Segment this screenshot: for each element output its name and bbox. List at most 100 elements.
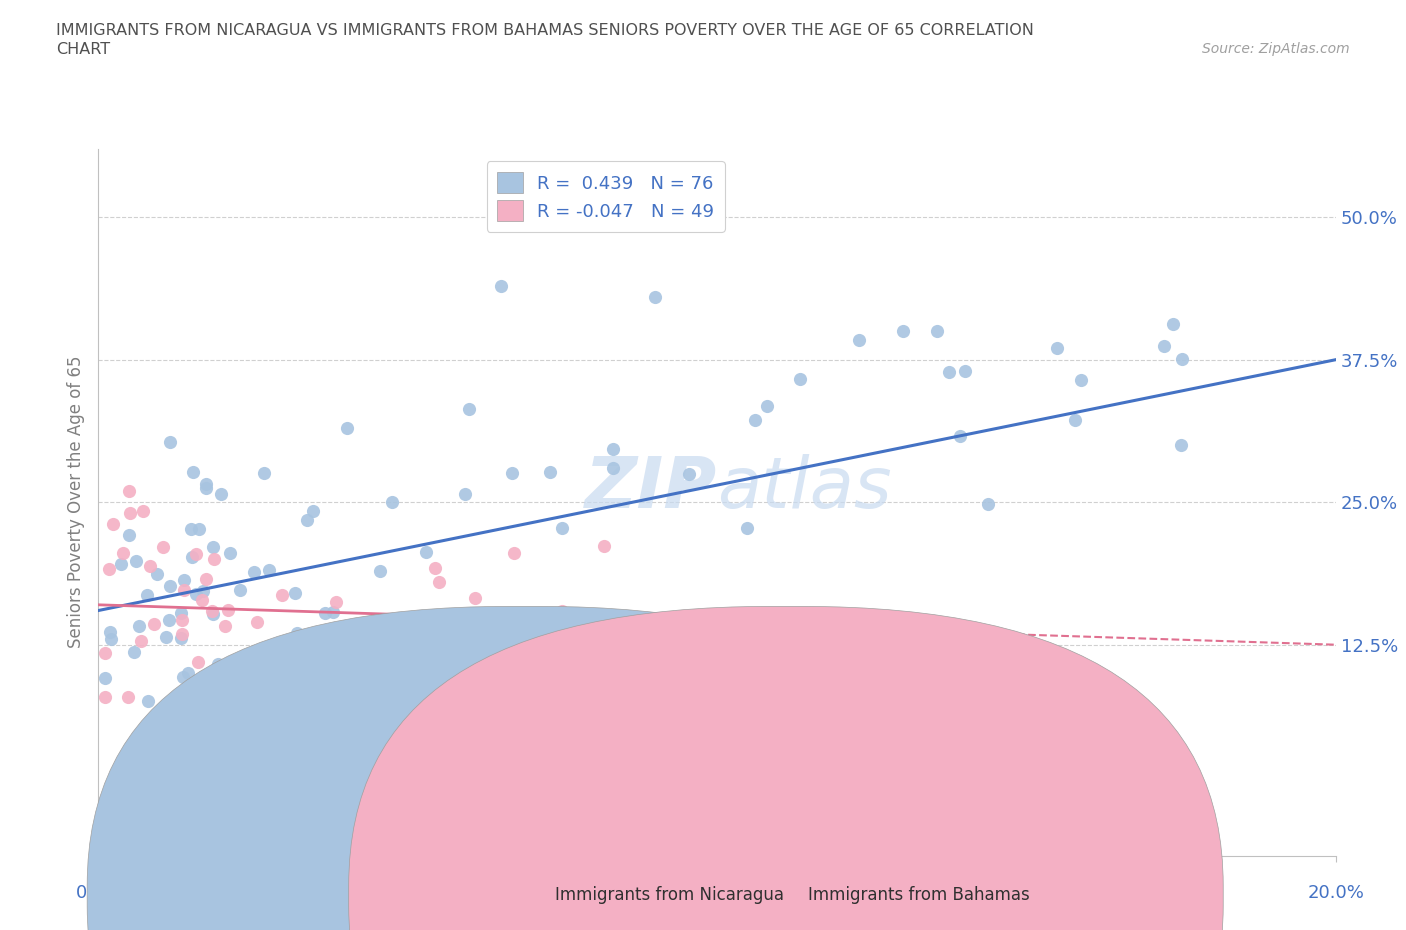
Point — [118, 484, 141, 498]
Text: ZIP: ZIP — [585, 454, 717, 523]
Point — [172, 670, 194, 684]
Point — [172, 613, 194, 628]
Point — [1046, 341, 1069, 356]
Point — [368, 564, 391, 578]
Point — [191, 593, 214, 608]
Point — [259, 563, 281, 578]
Point — [159, 578, 181, 593]
Point — [501, 466, 523, 481]
Point — [1153, 339, 1175, 353]
Point — [789, 371, 811, 386]
Text: Immigrants from Bahamas: Immigrants from Bahamas — [808, 885, 1031, 904]
Point — [755, 399, 778, 414]
Point — [176, 666, 198, 681]
Point — [375, 634, 398, 649]
Point — [201, 606, 224, 621]
Point — [191, 584, 214, 599]
Point — [180, 522, 202, 537]
Point — [207, 657, 229, 671]
Point — [454, 487, 477, 502]
Point — [173, 573, 195, 588]
Point — [1170, 352, 1192, 366]
Point — [458, 402, 481, 417]
Point — [132, 504, 155, 519]
Point — [302, 503, 325, 518]
Point — [502, 546, 524, 561]
Point — [243, 565, 266, 579]
Point — [138, 694, 160, 709]
Point — [184, 587, 207, 602]
Point — [304, 774, 326, 789]
Point — [427, 575, 450, 590]
Point — [602, 442, 624, 457]
Point — [111, 546, 134, 561]
Text: 0.0%: 0.0% — [76, 884, 121, 902]
Point — [97, 561, 120, 576]
Point — [124, 553, 146, 568]
Point — [378, 665, 401, 680]
Point — [117, 689, 139, 704]
Point — [217, 603, 239, 618]
Legend: R =  0.439   N = 76, R = -0.047   N = 49: R = 0.439 N = 76, R = -0.047 N = 49 — [486, 162, 725, 232]
Point — [1070, 373, 1092, 388]
Point — [110, 557, 132, 572]
Point — [214, 618, 236, 633]
Point — [180, 763, 202, 777]
Point — [128, 618, 150, 633]
Point — [464, 591, 486, 605]
Point — [105, 774, 128, 789]
Point — [159, 434, 181, 449]
Point — [253, 465, 276, 480]
Point — [938, 365, 960, 379]
Point — [953, 364, 976, 379]
Point — [1163, 317, 1185, 332]
Text: CHART: CHART — [56, 42, 110, 57]
Point — [297, 512, 319, 527]
Point — [98, 625, 121, 640]
Point — [551, 603, 574, 618]
Point — [170, 631, 193, 645]
Point — [977, 497, 1000, 512]
Point — [183, 465, 205, 480]
Point — [551, 521, 574, 536]
Point — [118, 506, 141, 521]
Text: Immigrants from Nicaragua: Immigrants from Nicaragua — [555, 885, 785, 904]
Point — [202, 539, 225, 554]
Point — [219, 546, 242, 561]
Point — [170, 605, 193, 620]
Point — [173, 582, 195, 597]
Point — [488, 617, 510, 631]
Point — [155, 629, 177, 644]
Point — [425, 560, 447, 575]
Point — [101, 516, 124, 531]
Point — [314, 605, 336, 620]
Point — [891, 324, 914, 339]
Y-axis label: Seniors Poverty Over the Age of 65: Seniors Poverty Over the Age of 65 — [67, 356, 86, 648]
Point — [194, 481, 217, 496]
Point — [370, 670, 392, 684]
Point — [592, 538, 614, 553]
Point — [336, 420, 359, 435]
Point — [285, 626, 308, 641]
Point — [735, 521, 758, 536]
Point — [152, 539, 174, 554]
Point — [100, 631, 122, 646]
Point — [744, 413, 766, 428]
Point — [284, 586, 307, 601]
Point — [180, 550, 202, 565]
Point — [143, 617, 166, 631]
Point — [170, 627, 193, 642]
Point — [1170, 438, 1192, 453]
Point — [644, 289, 666, 304]
Point — [194, 476, 217, 491]
Point — [138, 559, 160, 574]
Point — [194, 572, 217, 587]
Point — [135, 588, 157, 603]
Point — [93, 689, 115, 704]
Point — [461, 633, 484, 648]
Point — [538, 465, 561, 480]
Point — [449, 634, 471, 649]
Point — [242, 717, 264, 732]
Point — [246, 614, 269, 629]
Text: atlas: atlas — [717, 454, 891, 523]
